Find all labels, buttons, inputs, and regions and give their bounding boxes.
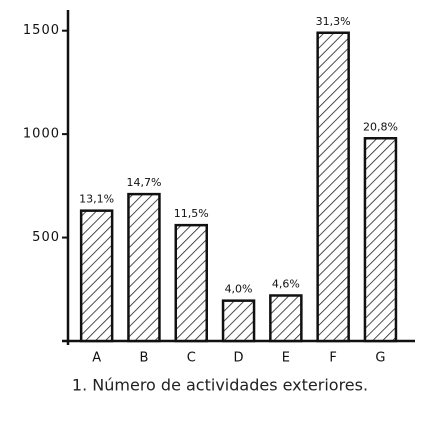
y-tick-label: 500 (32, 230, 60, 245)
value-label: 31,3% (316, 15, 351, 28)
x-tick-label: A (92, 351, 101, 366)
x-tick-label: B (139, 351, 148, 366)
bar (363, 137, 398, 343)
y-tick-label: 1000 (23, 127, 60, 142)
bar (316, 31, 350, 343)
bar (174, 223, 208, 343)
value-label: 4,0% (225, 283, 253, 296)
x-tick-label: G (375, 351, 385, 366)
chart-title: 1. Número de actividades exteriores. (72, 376, 368, 395)
value-label: 11,5% (174, 207, 209, 220)
value-label: 14,7% (126, 176, 161, 189)
x-tick-label: E (282, 351, 290, 366)
x-tick-label: F (329, 351, 336, 366)
x-tick-label: C (187, 351, 196, 366)
bar (269, 294, 303, 343)
x-tick-label: D (234, 351, 244, 366)
value-label: 4,6% (272, 277, 300, 290)
y-tick-label: 1500 (23, 23, 60, 38)
value-label: 13,1% (79, 193, 114, 206)
bar (79, 209, 114, 343)
bar (127, 192, 161, 343)
bar (221, 299, 256, 343)
value-label: 20,8% (363, 120, 398, 133)
